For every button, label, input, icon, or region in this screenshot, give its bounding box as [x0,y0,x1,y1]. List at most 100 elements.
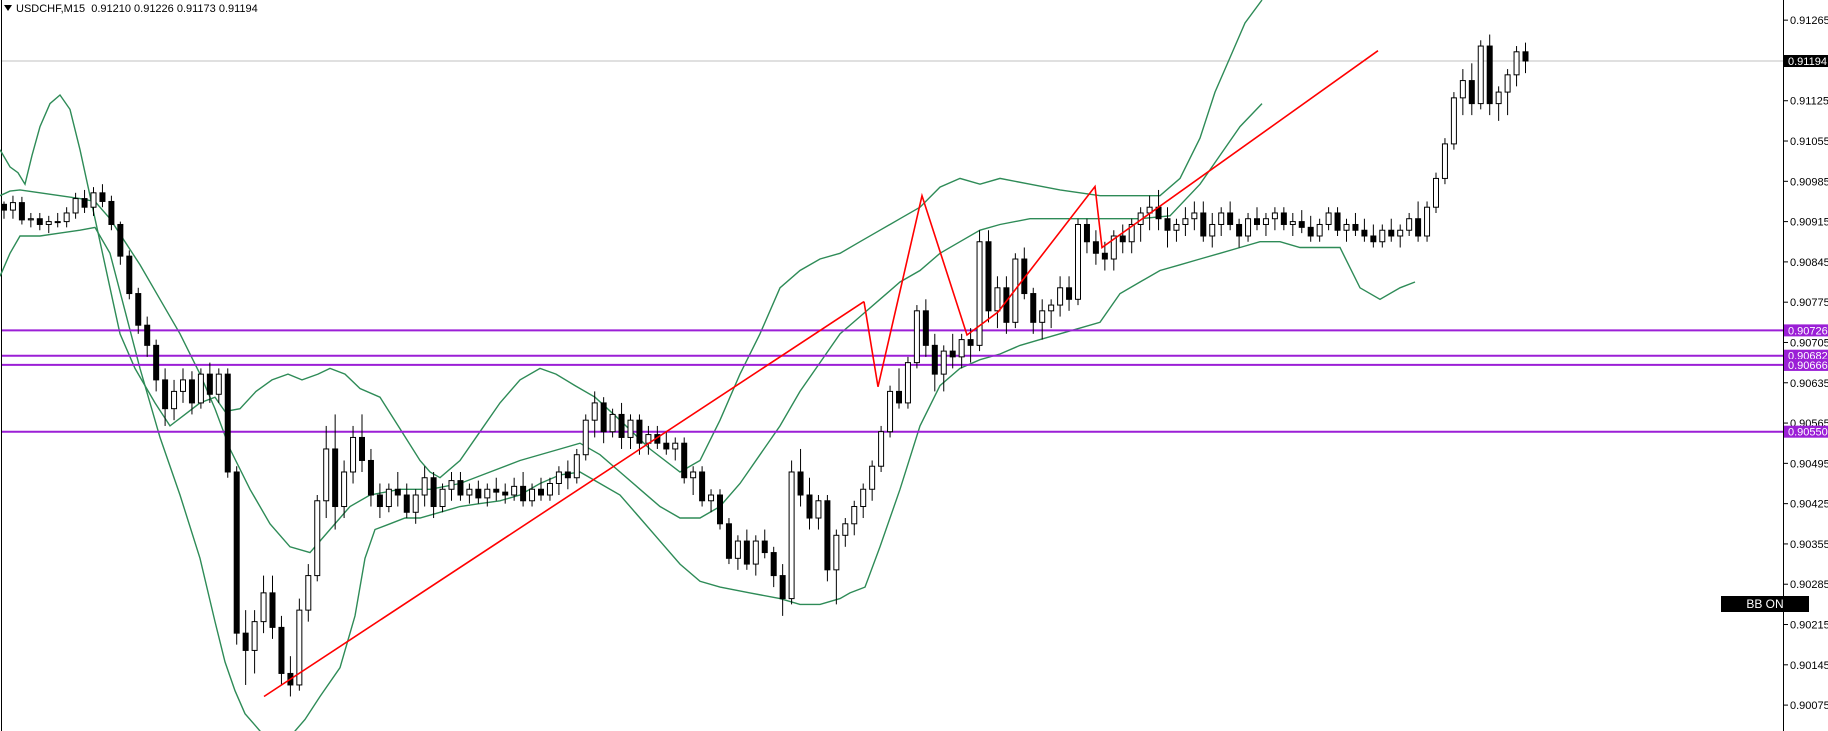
candle [1,201,7,219]
dropdown-triangle-icon[interactable] [4,5,12,11]
candle [1325,207,1332,231]
candle-body [878,431,885,467]
candle-body [350,436,357,473]
candle-body [851,506,858,525]
candle-body [1075,223,1081,300]
candle-body [1379,229,1386,243]
candle-body [573,454,580,479]
candle [573,448,580,484]
candle [815,495,822,530]
bb-on-badge[interactable]: BB ON [1721,596,1809,612]
candle [1433,172,1439,213]
candle [484,483,491,507]
candle-body [117,223,124,257]
candle-body [457,480,464,496]
candle [985,230,992,323]
y-tick-label: 0.90775 [1790,297,1828,309]
trendlines[interactable] [263,50,1379,698]
level-badge-3-label: 0.90550 [1788,427,1828,439]
candle-body [1370,235,1377,243]
candle [600,397,607,444]
trend-main-line[interactable] [263,300,865,698]
candle [1030,287,1037,334]
candle [1477,40,1484,110]
candle [797,448,804,507]
candle [54,212,61,228]
y-tick-label: 0.90915 [1790,217,1828,229]
candle [367,448,374,507]
candle [1352,212,1359,236]
candle-body [1477,45,1484,105]
candle-body [162,379,169,410]
candle [1307,215,1314,242]
candle [162,368,169,426]
candle [1021,247,1028,300]
candle-body [359,436,365,461]
candle [269,575,276,639]
candle-body [1236,223,1243,237]
candle-body [896,390,902,404]
candle [224,368,231,478]
candle [1200,201,1207,242]
candle-body [1522,51,1529,62]
candle [609,408,616,438]
candle [958,333,965,369]
level-badge-2: 0.90666 [1784,358,1828,372]
candle-body [1039,310,1046,323]
candle [922,299,929,357]
candle [359,414,365,472]
candle [770,546,777,588]
y-tick-label: 0.90845 [1790,257,1828,269]
candle [305,564,312,622]
candle-body [1450,97,1457,145]
level-badge-1-bg [1784,349,1828,362]
candle [27,212,34,228]
candle [376,483,383,519]
level-badge-3: 0.90550 [1784,425,1828,439]
candle [699,466,706,507]
candle [448,471,455,501]
candle-body [90,192,97,208]
candle-body [27,218,34,221]
candle [350,425,357,484]
candle-body [1182,218,1189,225]
candle-body [135,293,142,326]
candle-body [1262,218,1269,225]
candle-body [564,471,571,479]
candle-body [1,203,7,211]
candle-body [144,324,151,346]
candle [1415,201,1422,242]
candle [394,471,401,507]
candle [940,345,947,392]
candle [1092,230,1099,265]
candle [1173,218,1180,242]
bollinger-lower-band [0,226,1416,731]
candle [860,483,867,519]
level-badge-0-label: 0.90726 [1788,325,1828,337]
candle-body [1021,258,1028,295]
candle-body [1057,287,1064,306]
candle-body [824,500,831,571]
candle-body [314,500,321,577]
candle-body [842,523,849,536]
candle-body [1459,80,1466,99]
candle-body [296,609,303,686]
candle-body [171,390,178,410]
candle-body [1298,221,1305,228]
candle [1343,218,1350,242]
candle-body [9,202,16,211]
candle [260,575,267,634]
candle-body [1173,223,1180,231]
candle-body [412,494,419,513]
candle-body [1316,223,1323,237]
candle [251,610,258,674]
candle-body [260,592,267,623]
zigzag-line[interactable] [863,50,1379,387]
candle-body [448,480,455,490]
candle-body [1388,229,1395,237]
candle [1182,207,1189,236]
candle [493,477,500,501]
candle [1495,86,1502,121]
